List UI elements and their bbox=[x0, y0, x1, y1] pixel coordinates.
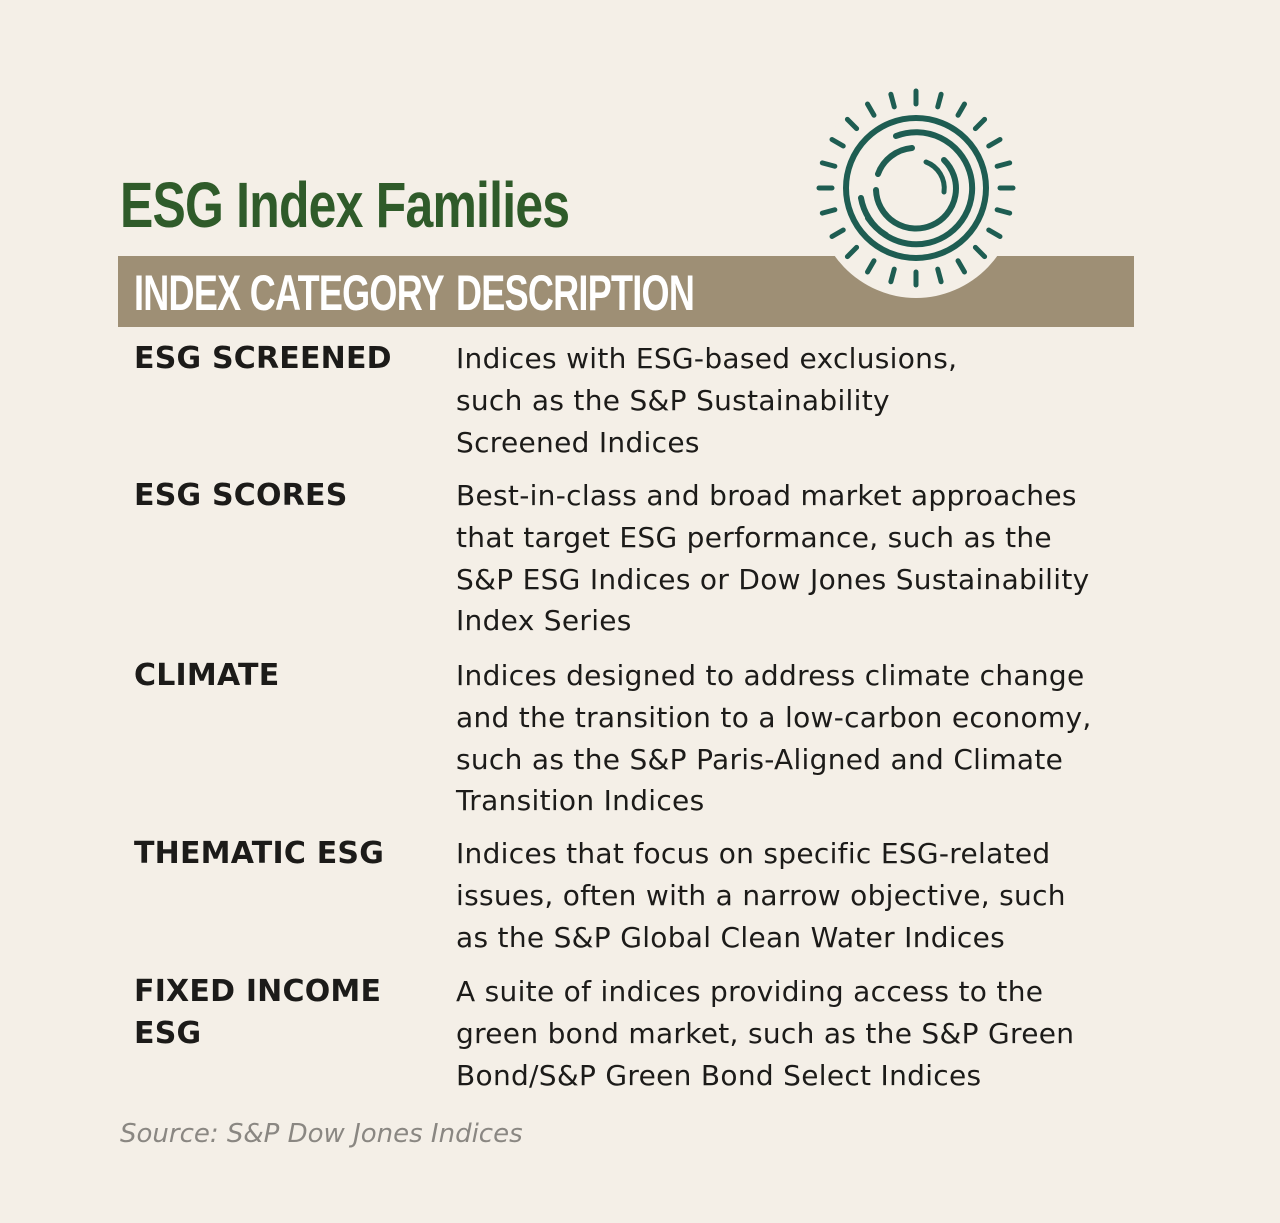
emblem-ray bbox=[994, 207, 1013, 216]
emblem-ray bbox=[888, 266, 897, 285]
emblem-ray bbox=[865, 258, 877, 275]
emblem-ray bbox=[844, 116, 860, 132]
row-category-esg-scores: ESG SCORES bbox=[134, 478, 348, 513]
header-index-category: INDEX CATEGORY bbox=[134, 265, 445, 321]
row-description-esg-screened: Indices with ESG-based exclusions, such … bbox=[456, 342, 958, 459]
emblem-ray bbox=[972, 116, 988, 132]
sun-spiral-icon bbox=[816, 88, 1016, 288]
emblem-ray bbox=[888, 91, 897, 110]
source-note: Source: S&P Dow Jones Indices bbox=[120, 1119, 523, 1149]
emblem-ray bbox=[955, 101, 967, 118]
emblem-ray bbox=[844, 244, 860, 260]
row-description-climate: Indices designed to address climate chan… bbox=[456, 659, 1092, 818]
row-description-thematic-esg: Indices that focus on specific ESG-relat… bbox=[456, 837, 1066, 954]
emblem-ray bbox=[955, 258, 967, 275]
row-category-fixed-income-esg: FIXED INCOME ESG bbox=[134, 974, 382, 1051]
row-description-fixed-income-esg: A suite of indices providing access to t… bbox=[456, 975, 1075, 1092]
emblem-ray bbox=[972, 244, 988, 260]
emblem-ray bbox=[935, 266, 944, 285]
row-description-esg-scores: Best-in-class and broad market approache… bbox=[456, 479, 1090, 638]
emblem-ray bbox=[829, 227, 846, 239]
page-title: ESG Index Families bbox=[120, 169, 570, 241]
emblem-ray bbox=[865, 101, 877, 118]
emblem-ray bbox=[829, 137, 846, 149]
row-category-thematic-esg: THEMATIC ESG bbox=[134, 836, 385, 871]
emblem-ray bbox=[986, 227, 1003, 239]
header-description: DESCRIPTION bbox=[456, 265, 695, 321]
emblem-ray bbox=[819, 207, 838, 216]
emblem-ray bbox=[819, 160, 838, 169]
emblem-ray bbox=[935, 91, 944, 110]
emblem-ray bbox=[994, 160, 1013, 169]
row-category-climate: CLIMATE bbox=[134, 658, 280, 693]
emblem-ray bbox=[986, 137, 1003, 149]
row-category-esg-screened: ESG SCREENED bbox=[134, 341, 392, 376]
